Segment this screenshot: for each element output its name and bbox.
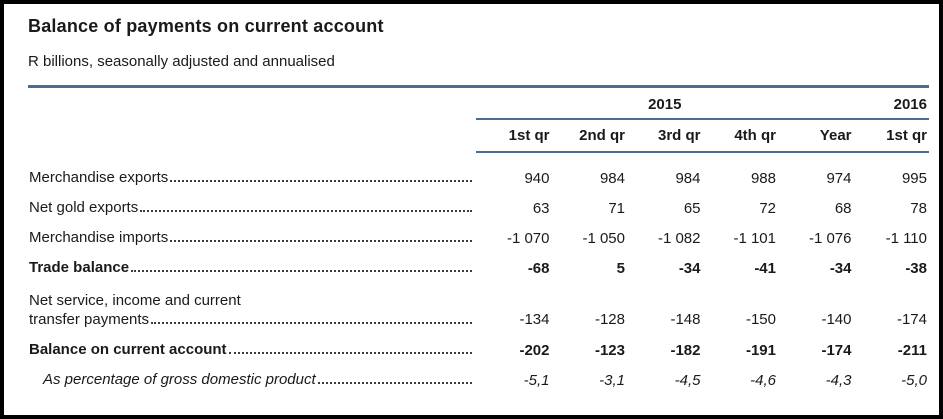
value-cell: -3,1 bbox=[599, 372, 625, 389]
value-cell: -211 bbox=[897, 342, 927, 359]
row-label-text: Balance on current account bbox=[29, 341, 227, 358]
year-group-2015: 2015 bbox=[476, 88, 854, 120]
column-header: 2nd qr bbox=[551, 119, 627, 153]
row-label: Net gold exports bbox=[28, 193, 476, 223]
value-cell: -68 bbox=[527, 260, 550, 277]
table-figure: Balance of payments on current account R… bbox=[4, 4, 939, 395]
value-cell: 995 bbox=[901, 170, 927, 187]
value-cell: -41 bbox=[754, 260, 776, 277]
dotted-leader bbox=[151, 322, 472, 324]
row-label: Trade balance bbox=[28, 253, 476, 283]
year-group-row: 2015 2016 bbox=[28, 88, 929, 120]
row-label-text: Merchandise imports bbox=[29, 229, 169, 246]
row-label: Net service, income and current transfer … bbox=[28, 283, 476, 335]
value-cell: -1 110 bbox=[885, 230, 927, 247]
column-header-row: 1st qr 2nd qr 3rd qr 4th qr Year 1st qr bbox=[28, 119, 929, 153]
year-label: 2015 bbox=[648, 96, 682, 113]
balance-of-payments-table: 2015 2016 1st qr 2nd qr 3rd qr 4th qr Ye… bbox=[28, 88, 929, 395]
column-header: 3rd qr bbox=[627, 119, 703, 153]
table-row: Net gold exports 63 71 65 72 68 78 bbox=[28, 193, 929, 223]
value-cell: 984 bbox=[599, 170, 625, 187]
row-label-text: Net service, income and current bbox=[29, 292, 241, 309]
value-cell: 984 bbox=[675, 170, 701, 187]
value-cell: -1 101 bbox=[733, 230, 776, 247]
row-label-text: Trade balance bbox=[29, 259, 130, 276]
row-label-text: As percentage of gross domestic product bbox=[43, 371, 316, 388]
row-label-text: Merchandise exports bbox=[29, 169, 169, 186]
table-row: As percentage of gross domestic product -… bbox=[28, 365, 929, 395]
value-cell: -128 bbox=[594, 311, 625, 328]
row-label: Merchandise exports bbox=[28, 152, 476, 193]
column-header: 4th qr bbox=[702, 119, 778, 153]
row-label-text: transfer payments bbox=[29, 311, 150, 328]
value-cell: -1 050 bbox=[582, 230, 625, 247]
value-cell: 988 bbox=[750, 170, 776, 187]
value-cell: -202 bbox=[519, 342, 550, 359]
value-cell: 78 bbox=[910, 200, 927, 217]
table-row: Trade balance -68 5 -34 -41 -34 -38 bbox=[28, 253, 929, 283]
value-cell: 974 bbox=[826, 170, 852, 187]
year-label: 2016 bbox=[893, 96, 927, 113]
page-subtitle: R billions, seasonally adjusted and annu… bbox=[28, 53, 335, 70]
table-row: Merchandise exports 940 984 984 988 974 995 bbox=[28, 152, 929, 193]
value-cell: -174 bbox=[896, 311, 927, 328]
page-title: Balance of payments on current account bbox=[28, 16, 384, 36]
value-cell: -1 070 bbox=[506, 230, 550, 247]
value-cell: -191 bbox=[745, 342, 776, 359]
value-cell: -34 bbox=[678, 260, 701, 277]
column-header: 1st qr bbox=[476, 119, 552, 153]
value-cell: -1 082 bbox=[657, 230, 701, 247]
column-header: 1st qr bbox=[853, 119, 929, 153]
value-cell: -174 bbox=[821, 342, 852, 359]
table-row: Balance on current account -202 -123 -182 -1… bbox=[28, 335, 929, 365]
column-header: Year bbox=[778, 119, 854, 153]
table-header: 2015 2016 1st qr 2nd qr 3rd qr 4th qr Ye… bbox=[28, 88, 929, 153]
value-cell: -182 bbox=[670, 342, 701, 359]
value-cell: -38 bbox=[905, 260, 927, 277]
value-cell: 65 bbox=[683, 200, 701, 217]
dotted-leader bbox=[170, 240, 472, 242]
top-rule-divider bbox=[28, 85, 929, 88]
value-cell: 63 bbox=[532, 200, 550, 217]
value-cell: -5,0 bbox=[901, 372, 927, 389]
table-row: Net service, income and current transfer … bbox=[28, 283, 929, 335]
value-cell: 72 bbox=[759, 200, 776, 217]
value-cell: 68 bbox=[834, 200, 852, 217]
value-cell: -123 bbox=[594, 342, 625, 359]
dotted-leader bbox=[228, 352, 472, 354]
row-label: Balance on current account bbox=[28, 335, 476, 365]
row-label: Merchandise imports bbox=[28, 223, 476, 253]
header-spacer-cell bbox=[28, 88, 476, 119]
dotted-leader bbox=[140, 210, 472, 212]
value-cell: -134 bbox=[519, 311, 550, 328]
value-cell: 940 bbox=[524, 170, 550, 187]
value-cell: 71 bbox=[608, 200, 625, 217]
value-cell: -5,1 bbox=[523, 372, 550, 389]
dotted-leader bbox=[317, 382, 472, 384]
dotted-leader bbox=[131, 270, 472, 272]
value-cell: -4,5 bbox=[674, 372, 701, 389]
row-label-text: Net gold exports bbox=[29, 199, 139, 216]
value-cell: -140 bbox=[821, 311, 852, 328]
value-cell: -150 bbox=[745, 311, 776, 328]
value-cell: -4,6 bbox=[750, 372, 776, 389]
table-body: Merchandise exports 940 984 984 988 974 995 Net… bbox=[28, 152, 929, 395]
table-row: Merchandise imports -1 070 -1 050 -1 082 -1 … bbox=[28, 223, 929, 253]
header-spacer-cell bbox=[28, 119, 476, 152]
value-cell: -148 bbox=[670, 311, 701, 328]
year-group-2016: 2016 bbox=[853, 88, 929, 120]
row-label: As percentage of gross domestic product bbox=[28, 365, 476, 395]
dotted-leader bbox=[170, 180, 472, 182]
value-cell: -1 076 bbox=[808, 230, 852, 247]
value-cell: -34 bbox=[829, 260, 852, 277]
value-cell: -4,3 bbox=[825, 372, 852, 389]
value-cell: 5 bbox=[616, 260, 625, 277]
